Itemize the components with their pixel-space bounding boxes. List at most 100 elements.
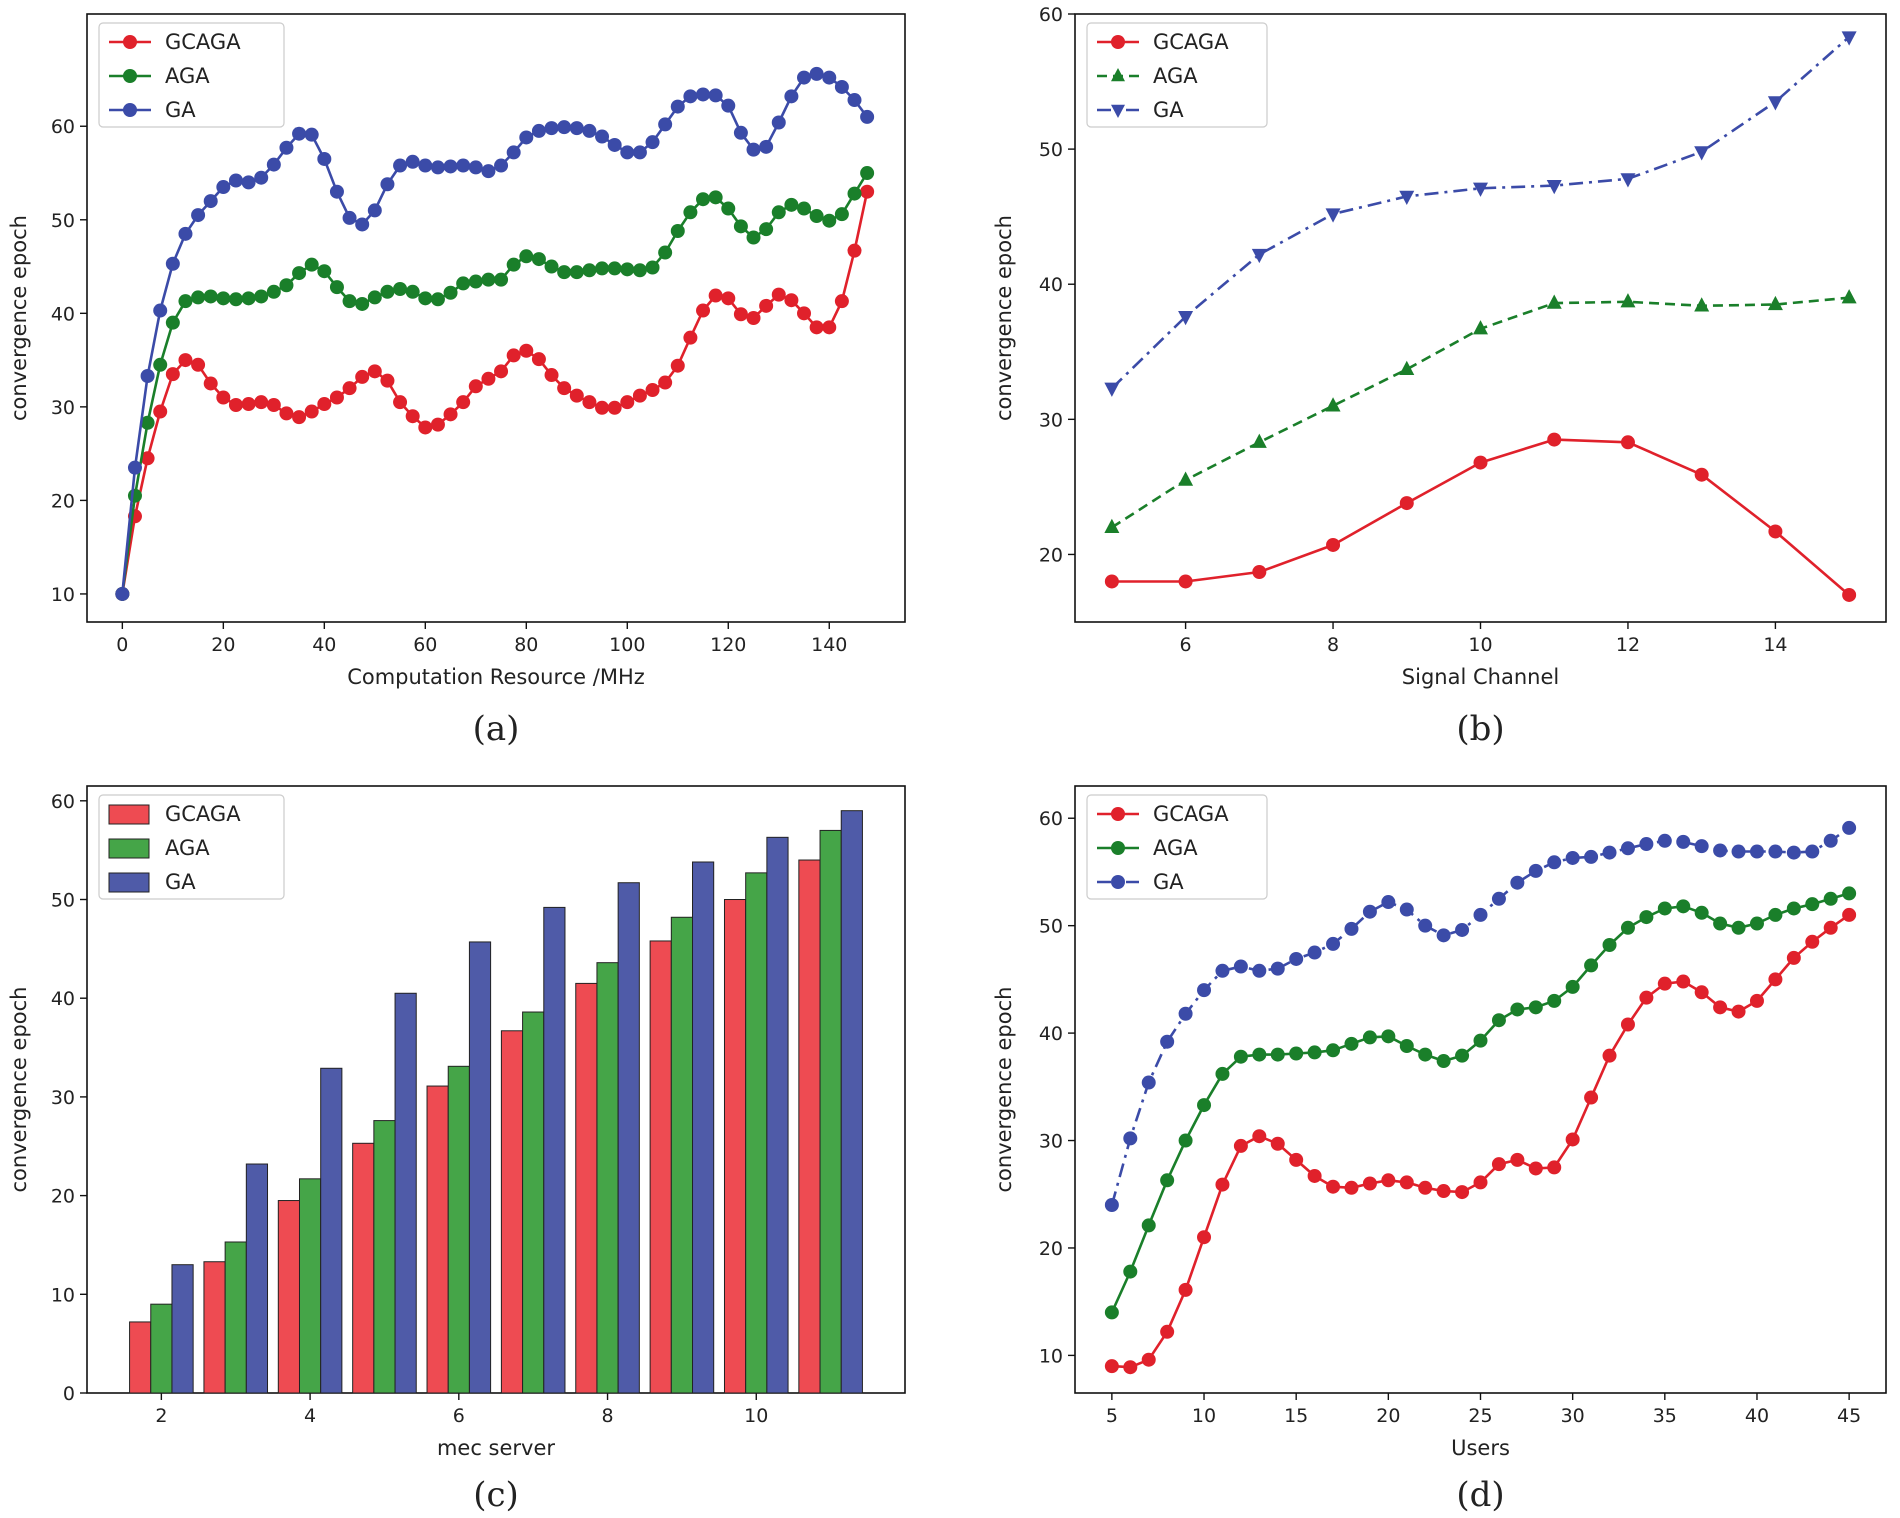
data-point: [1620, 841, 1635, 856]
legend-label: GA: [165, 98, 196, 122]
y-tick-label: 60: [51, 791, 75, 813]
data-point: [1178, 471, 1194, 486]
legend-marker: [1111, 841, 1125, 855]
legend-marker: [123, 69, 137, 83]
data-point: [721, 98, 736, 113]
legend-item-ga: GA: [109, 98, 196, 122]
data-point: [317, 397, 332, 412]
data-point: [506, 257, 521, 272]
data-point: [178, 353, 193, 368]
data-point: [430, 160, 445, 175]
data-point: [468, 160, 483, 175]
y-axis-label: convergence epoch: [992, 987, 1016, 1193]
data-point: [165, 367, 180, 382]
data-point: [1731, 844, 1746, 859]
data-point: [620, 145, 635, 160]
legend-label: GA: [1153, 98, 1184, 122]
data-point: [1639, 837, 1654, 852]
series-aga: [150, 829, 842, 1394]
data-point: [228, 292, 243, 307]
data-point: [683, 205, 698, 220]
data-point: [1399, 1038, 1414, 1053]
data-point: [1528, 863, 1543, 878]
data-point: [1713, 1000, 1728, 1015]
legend-label: GA: [1153, 870, 1184, 894]
data-point: [228, 397, 243, 412]
data-point: [784, 197, 799, 212]
data-point: [1436, 1054, 1451, 1069]
x-tick-label: 100: [609, 634, 645, 656]
data-point: [1160, 1324, 1175, 1339]
data-point: [494, 272, 509, 287]
data-point: [771, 205, 786, 220]
data-point: [317, 151, 332, 166]
data-point: [1197, 983, 1212, 998]
bar: [245, 1163, 269, 1394]
data-point: [279, 406, 294, 421]
chart-caption: (a): [473, 709, 520, 749]
data-point: [1215, 963, 1230, 978]
y-axis-label: convergence epoch: [992, 215, 1016, 421]
data-point: [380, 373, 395, 388]
y-axis-label: convergence epoch: [7, 215, 31, 421]
data-point: [1326, 936, 1341, 951]
legend-marker: [1111, 875, 1125, 889]
legend: GCAGA AGA GA: [98, 794, 285, 900]
series-line: [1110, 892, 1850, 1313]
data-point: [191, 208, 206, 223]
legend-box: [98, 22, 285, 128]
legend-item-gcaga: GCAGA: [109, 30, 241, 54]
data-point: [418, 420, 433, 435]
data-point: [1584, 958, 1599, 973]
data-point: [1676, 834, 1691, 849]
data-point: [1768, 972, 1783, 987]
data-point: [607, 137, 622, 152]
data-point: [1694, 467, 1709, 482]
data-point: [1823, 891, 1838, 906]
data-point: [1491, 1157, 1506, 1172]
legend-label: GCAGA: [1153, 802, 1229, 826]
data-point: [1547, 993, 1562, 1008]
data-point: [531, 252, 546, 267]
x-tick-label: 20: [211, 634, 235, 656]
data-point: [1141, 1075, 1156, 1090]
data-point: [1123, 1360, 1138, 1375]
data-point: [1436, 1184, 1451, 1199]
data-point: [203, 376, 218, 391]
data-point: [1307, 945, 1322, 960]
data-point: [1620, 1017, 1635, 1032]
x-tick-label: 12: [1616, 634, 1640, 656]
data-point: [1326, 537, 1341, 552]
data-point: [1215, 1066, 1230, 1081]
data-point: [1842, 907, 1857, 922]
data-point: [1694, 985, 1709, 1000]
data-point: [191, 357, 206, 372]
x-tick-label: 0: [116, 634, 128, 656]
data-point: [304, 404, 319, 419]
data-point: [1639, 910, 1654, 925]
data-point: [468, 379, 483, 394]
y-tick-label: 30: [51, 397, 75, 419]
x-tick-label: 8: [601, 1405, 613, 1427]
data-point: [519, 130, 534, 145]
data-point: [329, 390, 344, 405]
data-point: [658, 375, 673, 390]
data-point: [1584, 849, 1599, 864]
x-tick-label: 60: [413, 634, 437, 656]
data-point: [1510, 875, 1525, 890]
legend-item-aga: AGA: [108, 836, 210, 860]
data-point: [456, 276, 471, 291]
data-point: [1823, 833, 1838, 848]
legend-item-ga: GA: [1097, 98, 1184, 122]
data-point: [708, 88, 723, 103]
data-point: [1767, 96, 1783, 111]
x-tick-label: 2: [155, 1405, 167, 1427]
data-point: [557, 265, 572, 280]
data-point: [1694, 297, 1710, 312]
legend-swatch: [108, 804, 150, 825]
data-point: [506, 348, 521, 363]
chart-c: 2 4 6 8 10 0 10 20 30 40 50 60 mec server convergence…: [7, 785, 906, 1515]
data-point: [1713, 916, 1728, 931]
data-point: [1104, 518, 1120, 534]
bar: [224, 1241, 247, 1394]
